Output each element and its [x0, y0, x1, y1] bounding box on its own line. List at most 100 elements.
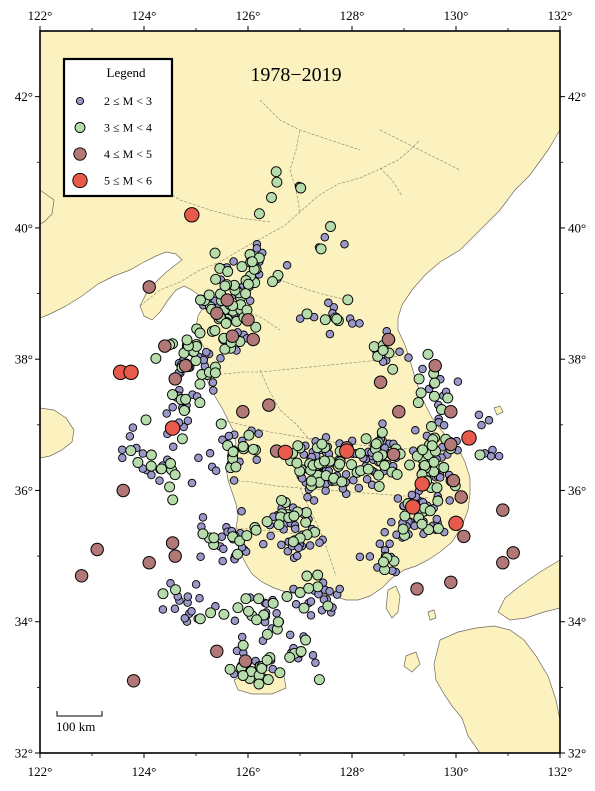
quake-m2	[202, 347, 211, 357]
quake-m3	[319, 455, 330, 467]
quake-m3	[303, 582, 315, 594]
quake-m3	[438, 462, 450, 473]
quake-m4	[410, 582, 424, 596]
quake-m4	[262, 398, 276, 412]
quake-m4	[386, 447, 401, 462]
quake-m5	[184, 207, 200, 223]
quake-m2	[162, 409, 171, 418]
quake-m3	[240, 593, 252, 605]
quake-m4	[165, 536, 180, 550]
quake-m2	[303, 492, 312, 502]
quake-m2	[494, 451, 504, 461]
quake-m3	[391, 468, 403, 480]
quake-m3	[266, 192, 277, 203]
quake-m3	[194, 378, 206, 390]
quake-m3	[346, 459, 357, 471]
quake-m2	[407, 490, 417, 500]
y-tick-label-left: 42°	[15, 89, 33, 104]
quake-m2	[309, 496, 319, 505]
quake-m2	[155, 476, 164, 485]
quake-m3	[404, 459, 416, 471]
x-tick-label-top: 124°	[132, 8, 157, 23]
border-line	[235, 527, 307, 537]
quake-m3	[301, 308, 313, 320]
quake-m3	[399, 510, 411, 522]
quake-m3	[227, 446, 239, 458]
earthquake-points-large	[74, 207, 520, 688]
quake-m3	[376, 426, 388, 438]
quake-m3	[319, 314, 331, 326]
quake-m2	[195, 593, 204, 603]
quake-m2	[158, 605, 168, 614]
quake-m3	[301, 570, 313, 582]
border-line	[269, 275, 349, 301]
quake-m2	[117, 445, 127, 455]
border-line	[205, 355, 399, 377]
legend-entries: 2 ≤ M < 3 3 ≤ M < 4 4 ≤ M < 5 5 ≤ M < 6	[72, 94, 152, 189]
quake-m2	[128, 423, 138, 432]
quake-m3	[415, 387, 427, 399]
quake-m2	[291, 524, 300, 534]
quake-m3	[169, 469, 181, 481]
quake-m3	[237, 670, 249, 681]
quake-m3	[377, 344, 389, 356]
quake-m2	[311, 658, 320, 667]
quake-m2	[237, 632, 247, 642]
x-tick-label-bottom: 132°	[548, 764, 573, 779]
quake-m2	[411, 426, 420, 435]
y-tick-label-right: 40°	[568, 220, 586, 235]
quake-m3	[267, 597, 279, 609]
scale-bar-label: 100 km	[56, 719, 95, 734]
liaodong-land	[40, 189, 55, 225]
quake-m2	[196, 552, 205, 561]
quake-m2	[320, 232, 330, 242]
quake-m2	[484, 416, 494, 425]
quake-m2	[306, 597, 316, 606]
quake-m3	[253, 593, 265, 605]
quake-m2	[393, 494, 403, 503]
x-tick-label-top: 130°	[444, 8, 469, 23]
quake-m2	[365, 552, 375, 561]
quake-m2	[252, 244, 262, 253]
y-tick-label-right: 32°	[568, 746, 586, 761]
border-line	[259, 369, 311, 441]
legend-label-m5: 5 ≤ M < 6	[104, 174, 152, 188]
quake-m4	[220, 293, 234, 307]
quake-m4	[496, 503, 510, 517]
quake-m3	[237, 441, 249, 452]
quake-m4	[428, 359, 442, 373]
quake-m2	[291, 600, 301, 609]
y-tick-label-left: 32°	[15, 746, 33, 761]
quake-m3	[243, 429, 255, 441]
quake-m3	[253, 678, 265, 690]
quake-m2	[355, 552, 365, 562]
quake-m3	[274, 667, 286, 679]
quake-m3	[250, 321, 262, 333]
quake-m3	[412, 397, 424, 409]
quake-m2	[187, 607, 196, 616]
quake-m3	[419, 460, 431, 471]
japan-honshu-land	[497, 559, 560, 621]
quake-m2	[285, 630, 295, 640]
quake-m3	[180, 393, 192, 405]
quake-m3	[219, 280, 231, 292]
quake-m3	[167, 494, 179, 506]
quake-m3	[253, 208, 265, 220]
quake-m2	[354, 483, 364, 493]
quake-m2	[209, 386, 218, 395]
quake-m2	[218, 556, 227, 566]
quake-m3	[294, 587, 306, 598]
border-line	[379, 129, 461, 171]
quake-m2	[277, 540, 286, 550]
quake-m4	[454, 490, 468, 504]
quake-m3	[176, 433, 188, 445]
quake-m2	[208, 378, 218, 387]
quake-m3	[230, 461, 242, 473]
quake-m3	[422, 348, 434, 360]
quake-m3	[370, 438, 382, 450]
quake-m5	[448, 515, 464, 531]
quake-m3	[315, 243, 327, 255]
quake-m2	[229, 476, 239, 485]
quake-m4	[381, 332, 396, 347]
legend-title: Legend	[107, 65, 146, 80]
